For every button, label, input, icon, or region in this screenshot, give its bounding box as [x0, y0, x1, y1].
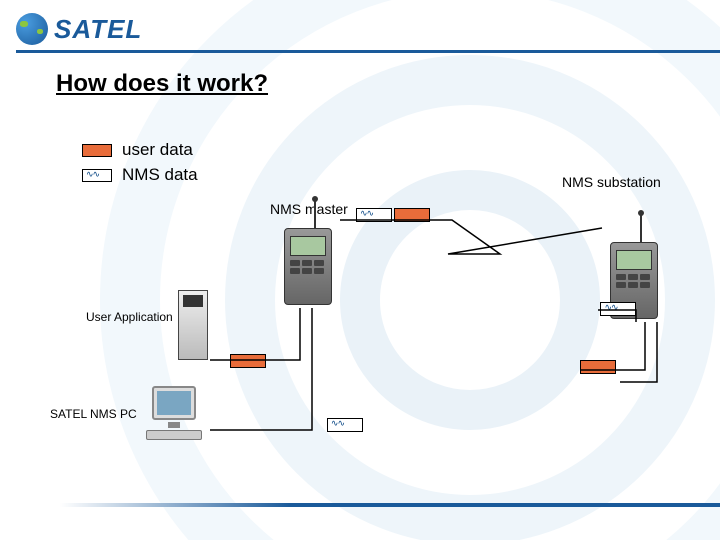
server-to-radio-line	[210, 308, 300, 360]
footer-divider	[60, 503, 720, 507]
substation-nms-lead	[598, 310, 636, 322]
pc-to-radio-line	[210, 308, 312, 430]
connection-wires	[0, 0, 720, 540]
diagram-area: user data NMS data NMS master NMS substa…	[0, 0, 720, 540]
substation-line-2	[620, 322, 657, 382]
substation-line-1	[580, 322, 645, 370]
radio-link-line	[340, 220, 602, 254]
